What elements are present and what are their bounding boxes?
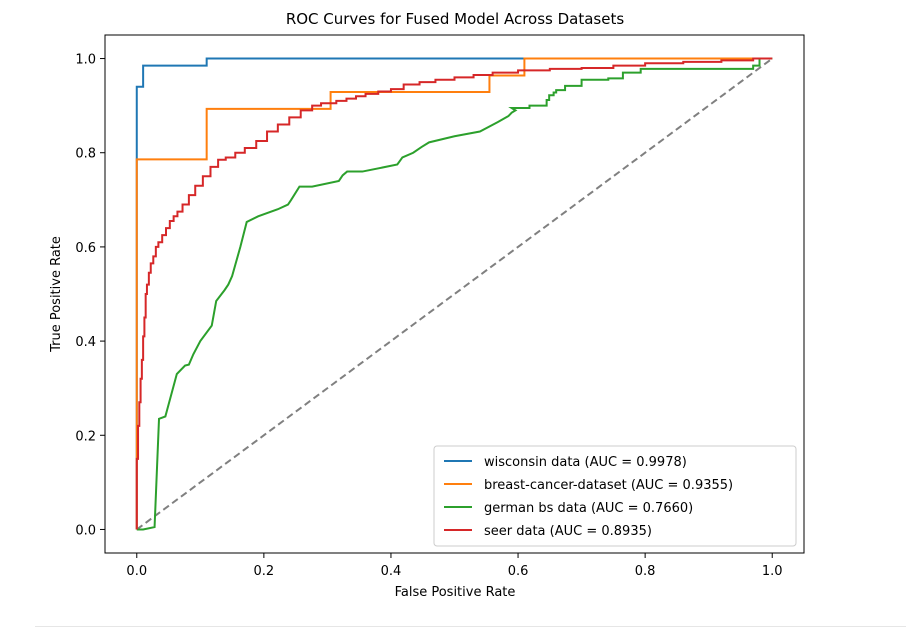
legend-label-1: breast-cancer-dataset (AUC = 0.9355) — [484, 478, 733, 493]
bottom-divider — [35, 626, 906, 627]
x-tick-label: 0.0 — [126, 564, 147, 579]
series-line-3 — [135, 57, 773, 530]
y-axis-label: True Positive Rate — [49, 236, 64, 353]
y-tick-label: 1.0 — [75, 53, 96, 68]
legend: wisconsin data (AUC = 0.9978) breast-canc… — [433, 445, 797, 547]
x-tick-label: 0.8 — [635, 564, 656, 579]
legend-label-0: wisconsin data (AUC = 0.9978) — [484, 455, 687, 470]
axes-frame — [104, 34, 805, 554]
x-tick-label: 1.0 — [762, 564, 783, 579]
y-tick-label: 0.2 — [75, 429, 96, 444]
series-line-2 — [136, 57, 773, 531]
y-tick-label: 0.4 — [75, 335, 96, 350]
x-axis-label: False Positive Rate — [395, 585, 516, 600]
y-tick-label: 0.0 — [75, 523, 96, 538]
series-line-1 — [135, 57, 773, 530]
y-tick-label: 0.6 — [75, 241, 96, 256]
y-tick-label: 0.8 — [75, 147, 96, 162]
series-line-0 — [135, 57, 773, 530]
legend-box — [433, 445, 797, 547]
x-tick-label: 0.2 — [254, 564, 275, 579]
x-tick-label: 0.6 — [508, 564, 529, 579]
x-tick-label: 0.4 — [381, 564, 402, 579]
legend-label-2: german bs data (AUC = 0.7660) — [484, 501, 693, 516]
chart-title: ROC Curves for Fused Model Across Datase… — [286, 10, 625, 28]
legend-label-3: seer data (AUC = 0.8935) — [484, 524, 652, 539]
plot-area: 0.0 0.2 0.4 0.6 0.8 1.0 0.0 0.2 0.4 0.6 0.8 1.0 — [75, 34, 805, 579]
